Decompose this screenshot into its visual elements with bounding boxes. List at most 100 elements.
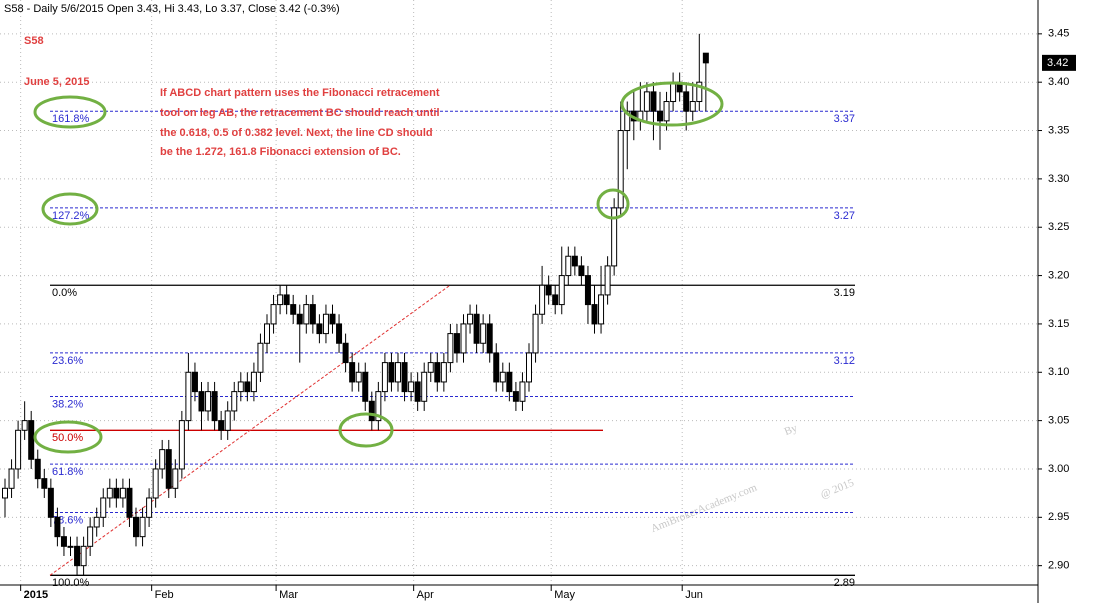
- candle-body: [657, 110, 663, 122]
- annotation-ellipses: [33, 81, 724, 454]
- candle-body: [218, 420, 225, 431]
- chart-title: S58: [24, 35, 44, 47]
- y-tick-label: 3.05: [1048, 415, 1069, 427]
- candle-body: [447, 333, 454, 364]
- x-tick-label: May: [554, 589, 575, 601]
- candle-body: [185, 371, 192, 422]
- y-tick-label: 3.35: [1048, 124, 1069, 136]
- candle-body: [329, 313, 336, 325]
- candle-body: [355, 371, 362, 383]
- candle-body: [224, 410, 231, 431]
- annotation-line: If ABCD chart pattern uses the Fibonacci…: [160, 87, 440, 99]
- candle-body: [440, 362, 447, 383]
- axes: 2.90 2.95 3.00 3.05 3.10 3.15 3.20 3.25 3.30 3.35…: [20, 28, 1076, 601]
- annotation: If ABCD chart pattern uses the Fibonacci…: [160, 87, 440, 158]
- candle-body: [512, 391, 519, 402]
- candle-body: [322, 313, 329, 335]
- candle-body: [277, 294, 284, 306]
- candle-body: [191, 371, 198, 393]
- candle-body: [427, 362, 434, 373]
- candle-body: [611, 207, 618, 267]
- candle-body: [231, 391, 238, 412]
- candle-body: [421, 371, 428, 402]
- candle-body: [650, 91, 657, 112]
- fib-levels: 161.8% 3.37 127.2% 3.27 0.0% 3.19 23.6% 3.12 38.…: [49, 110, 855, 589]
- candle-body: [336, 323, 343, 344]
- fib-label: 50.0%: [52, 432, 83, 444]
- ellipse: [620, 81, 724, 127]
- fib-label: 38.2%: [52, 398, 83, 410]
- candle-body: [558, 275, 565, 306]
- ellipse: [596, 188, 630, 220]
- candle-body: [80, 545, 87, 567]
- candle-body: [126, 487, 133, 518]
- candle-body: [316, 323, 323, 335]
- candle-body: [87, 526, 94, 547]
- candle-body: [198, 391, 205, 412]
- y-tick-label: 2.95: [1048, 511, 1069, 523]
- candle-body: [283, 294, 290, 306]
- candle-body: [106, 487, 113, 499]
- x-tick-label: Feb: [155, 589, 174, 601]
- candle-body: [60, 536, 67, 547]
- fib-value-label: 3.19: [834, 287, 855, 299]
- candle-body: [100, 497, 107, 518]
- candle-body: [604, 265, 611, 296]
- candle-body: [250, 371, 257, 393]
- chart-subtitle: June 5, 2015: [24, 76, 89, 88]
- candle-body: [414, 381, 421, 402]
- y-tick-label: 3.30: [1048, 173, 1069, 185]
- candle-body: [15, 429, 22, 470]
- candle-body: [643, 91, 650, 112]
- candle-body: [453, 333, 460, 354]
- candle-body: [146, 497, 153, 518]
- candle-body: [139, 516, 146, 538]
- candle-body: [526, 352, 532, 383]
- candle-body: [119, 487, 126, 499]
- candle-body: [624, 110, 631, 132]
- y-tick-label: 3.45: [1048, 28, 1069, 40]
- candle-body: [257, 342, 264, 373]
- candle-body: [296, 313, 303, 325]
- y-tick-label: 3.20: [1048, 269, 1069, 281]
- fib-label: 161.8%: [52, 113, 90, 125]
- candle-body: [172, 468, 179, 489]
- candle-body: [41, 478, 48, 489]
- candle-body: [617, 130, 624, 209]
- candle-body: [571, 255, 578, 267]
- candle-body: [362, 371, 369, 402]
- candle-body: [480, 323, 487, 344]
- y-tick-label: 3.15: [1048, 318, 1069, 330]
- fib-label: 23.6%: [52, 355, 83, 367]
- candle-body: [290, 304, 297, 315]
- candle-body: [598, 294, 605, 325]
- candle-body: [54, 516, 61, 538]
- candle-body: [545, 284, 552, 296]
- fib-value-label: 3.37: [834, 113, 855, 125]
- candle-body: [532, 313, 539, 354]
- fib-value-label: 3.27: [834, 210, 855, 222]
- x-tick-label: 2015: [24, 589, 48, 601]
- candle-body: [349, 362, 356, 383]
- candle-body: [702, 52, 709, 64]
- trendline: [49, 284, 451, 576]
- ellipse: [33, 420, 103, 454]
- candle-body: [408, 381, 415, 393]
- candle-body: [342, 342, 349, 364]
- last-price-label: 3.42: [1047, 57, 1068, 69]
- candle-body: [689, 101, 696, 112]
- x-tick-label: Apr: [417, 589, 434, 601]
- annotation-line: be the 1.272, 161.8 Fibonacci extension …: [160, 146, 401, 158]
- candle-body: [493, 352, 500, 383]
- fib-value-label: 3.12: [834, 355, 855, 367]
- candle-body: [578, 265, 585, 277]
- candle-body: [683, 91, 690, 112]
- candle-body: [93, 516, 100, 528]
- fib-label: 100.0%: [52, 577, 90, 589]
- candle-body: [8, 468, 15, 489]
- candle-body: [467, 313, 474, 325]
- candle-body: [519, 381, 526, 402]
- ellipse: [41, 192, 99, 226]
